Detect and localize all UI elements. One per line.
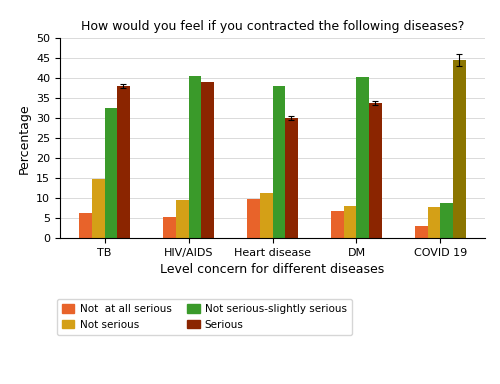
Bar [285,118,298,238]
Bar [92,179,104,238]
Bar [344,206,356,238]
Bar [356,77,369,238]
Bar [164,217,176,238]
Bar [453,60,466,238]
Bar [176,200,188,238]
Bar [188,76,201,238]
Bar [332,211,344,238]
Bar [80,213,92,238]
Bar [369,104,382,238]
X-axis label: Level concern for different diseases: Level concern for different diseases [160,263,384,276]
Bar [440,204,453,238]
Bar [428,207,440,238]
Bar [260,193,272,238]
Title: How would you feel if you contracted the following diseases?: How would you feel if you contracted the… [81,20,464,33]
Legend: Not  at all serious, Not serious, Not serious-slightly serious, Serious: Not at all serious, Not serious, Not ser… [56,299,352,335]
Bar [272,86,285,238]
Bar [117,86,130,238]
Bar [248,199,260,238]
Bar [416,227,428,238]
Bar [104,108,117,238]
Y-axis label: Percentage: Percentage [18,103,30,174]
Bar [201,82,213,238]
